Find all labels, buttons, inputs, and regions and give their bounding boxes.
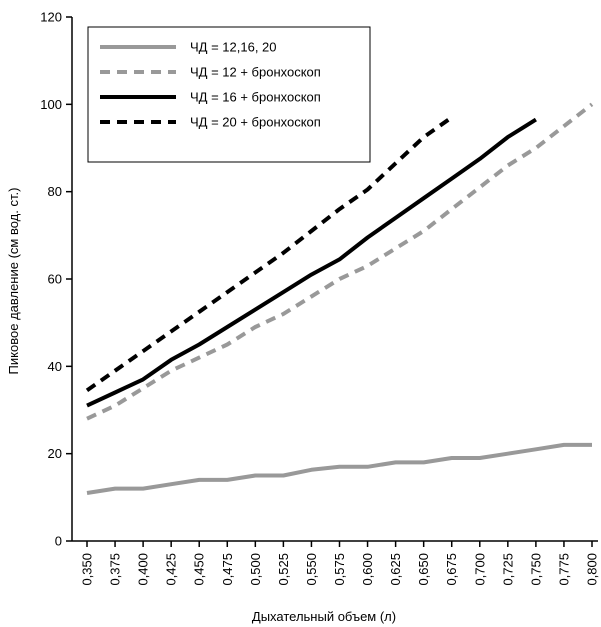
legend-label-2: ЧД = 12 + бронхоскоп: [190, 65, 321, 80]
x-tick-label: 0,700: [472, 553, 487, 586]
legend-label-3: ЧД = 16 + бронхоскоп: [190, 90, 321, 105]
y-tick-label: 0: [55, 534, 62, 549]
x-ticks: 0,350 0,375 0,400 0,425 0,450 0,475 0,500 0,525…: [80, 541, 600, 586]
x-axis-title: Дыхательный объем (л): [252, 609, 396, 624]
y-tick-label: 120: [40, 10, 62, 25]
series-line-2: [86, 102, 594, 421]
x-tick-label: 0,650: [416, 553, 431, 586]
x-tick-label: 0,475: [220, 553, 235, 586]
x-tick-label: 0,575: [332, 553, 347, 586]
x-tick-label: 0,500: [248, 553, 263, 586]
legend-box: [87, 26, 371, 163]
x-tick-label: 0,550: [304, 553, 319, 586]
series-line-1: [86, 442, 592, 495]
x-tick-label: 0,800: [585, 553, 600, 586]
x-tick-label: 0,525: [276, 553, 291, 586]
y-ticks: 0 20 40 60 80 100 120: [40, 10, 72, 549]
x-tick-label: 0,400: [136, 553, 151, 586]
series-group: [85, 102, 594, 495]
series-line-4: [85, 115, 453, 393]
y-tick-label: 60: [48, 272, 62, 287]
legend: ЧД = 12,16, 20 ЧД = 12 + бронхоскоп ЧД = 1…: [87, 26, 371, 163]
y-tick-label: 100: [40, 97, 62, 112]
y-axis-title: Пиковое давление (см вод. ст.): [6, 188, 21, 375]
x-tick-label: 0,600: [360, 553, 375, 586]
x-tick-label: 0,750: [528, 553, 543, 586]
x-tick-label: 0,425: [164, 553, 179, 586]
y-tick-label: 40: [48, 359, 62, 374]
legend-label-4: ЧД = 20 + бронхоскоп: [190, 115, 321, 130]
x-tick-label: 0,775: [556, 553, 571, 586]
x-tick-label: 0,625: [388, 553, 403, 586]
series-line-3: [86, 117, 537, 408]
x-tick-label: 0,375: [108, 553, 123, 586]
y-tick-label: 20: [48, 446, 62, 461]
x-tick-label: 0,675: [444, 553, 459, 586]
x-tick-label: 0,725: [500, 553, 515, 586]
y-tick-label: 80: [48, 184, 62, 199]
legend-label-1: ЧД = 12,16, 20: [190, 40, 277, 55]
x-tick-label: 0,350: [80, 553, 95, 586]
x-tick-label: 0,450: [192, 553, 207, 586]
